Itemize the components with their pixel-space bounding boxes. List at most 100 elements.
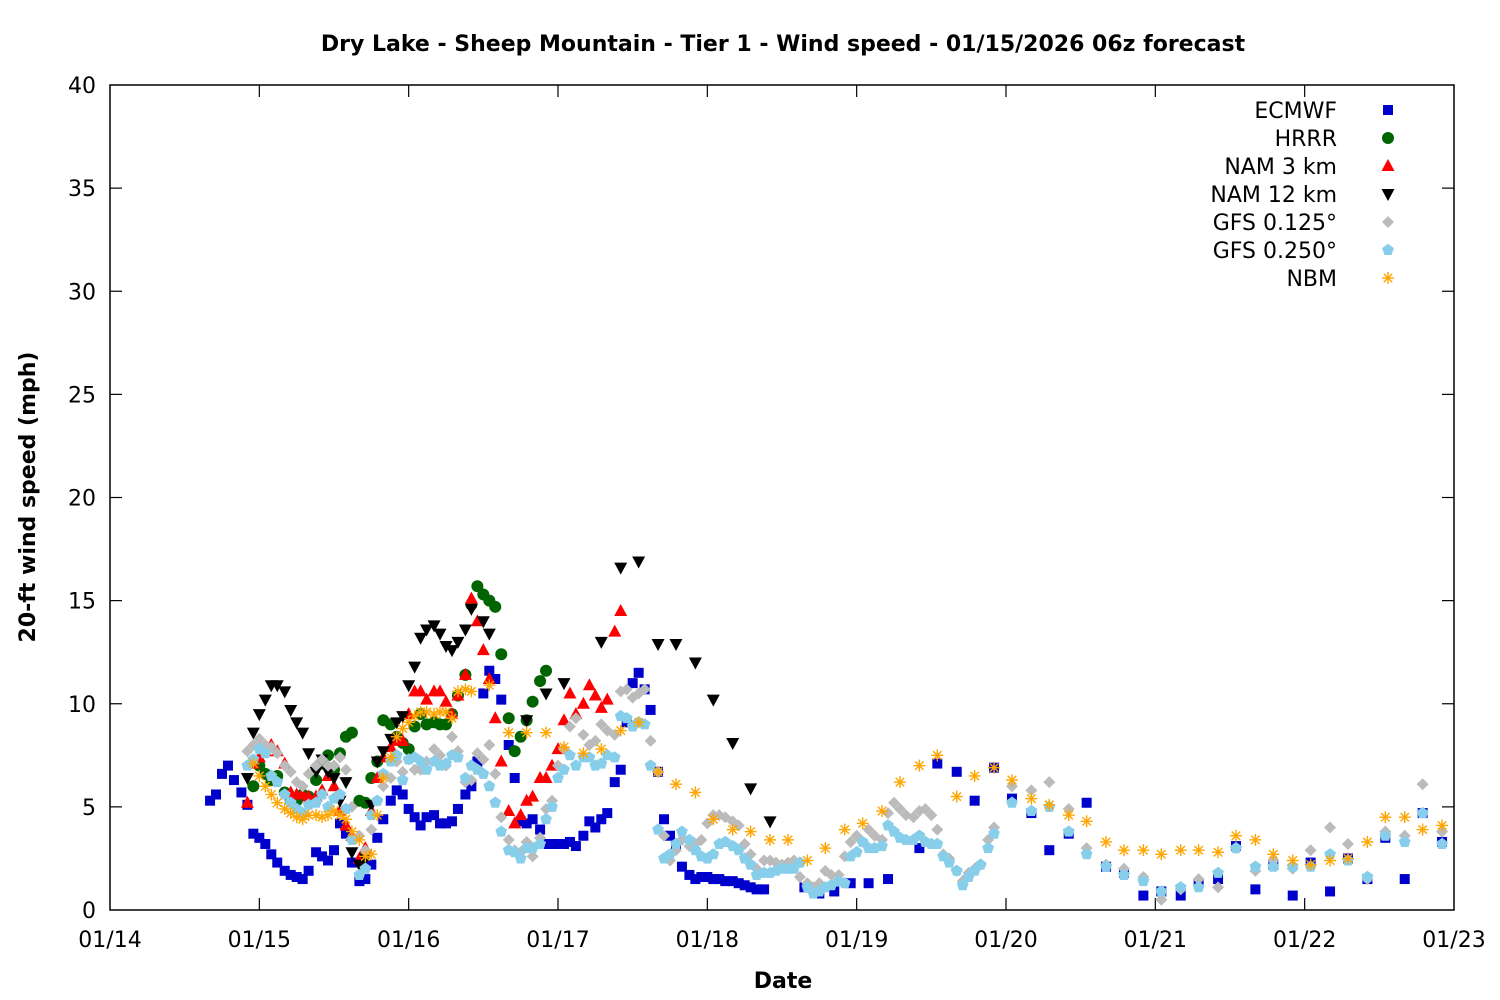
- data-point-ecmwf: [291, 872, 302, 882]
- y-axis-label: 20-ft wind speed (mph): [16, 352, 41, 643]
- data-point-nbm: [1192, 844, 1205, 857]
- x-tick-label: 01/18: [676, 928, 739, 953]
- data-point-nam-12-km: [302, 748, 316, 761]
- data-point-ecmwf: [409, 812, 420, 823]
- data-point-ecmwf: [228, 775, 239, 786]
- data-point-nbm: [856, 817, 869, 830]
- data-point-nbm: [557, 741, 570, 754]
- data-point-ecmwf: [222, 760, 233, 771]
- data-points: [205, 556, 1449, 906]
- data-point-ecmwf: [714, 874, 725, 885]
- data-point-nam-12-km: [345, 847, 359, 860]
- data-point-gfs-0-125: [1043, 776, 1056, 789]
- data-point-nbm: [445, 712, 458, 725]
- series-gfs-0-125: [241, 683, 1449, 906]
- data-point-nam-12-km: [270, 680, 284, 693]
- data-point-hrrr: [408, 720, 421, 733]
- data-point-nam-12-km: [408, 661, 422, 674]
- data-point-hrrr: [310, 774, 323, 787]
- data-point-gfs-0-250: [794, 856, 806, 868]
- y-tick-label: 30: [68, 280, 96, 305]
- data-point-gfs-0-250: [707, 848, 720, 860]
- y-tick-label: 25: [68, 383, 96, 408]
- x-axis-label: Date: [754, 969, 813, 994]
- data-point-nam-3-km: [396, 733, 410, 746]
- data-point-ecmwf: [590, 822, 601, 833]
- data-point-nbm: [1379, 811, 1392, 824]
- data-point-nam-3-km: [464, 591, 478, 604]
- data-point-ecmwf: [633, 667, 644, 678]
- data-point-ecmwf: [615, 764, 626, 775]
- data-point-nbm: [420, 706, 433, 718]
- data-point-ecmwf: [254, 832, 265, 843]
- data-point-nbm: [371, 809, 384, 822]
- data-point-nam-12-km: [464, 603, 478, 616]
- data-point-nam-12-km: [632, 556, 646, 569]
- data-point-nbm: [801, 854, 814, 867]
- data-point-ecmwf: [484, 665, 495, 676]
- x-tick-label: 01/19: [825, 928, 888, 953]
- data-point-nam-3-km: [557, 713, 571, 726]
- data-point-gfs-0-250: [359, 862, 372, 874]
- data-point-ecmwf: [1250, 884, 1261, 895]
- data-point-gfs-0-250: [259, 747, 272, 759]
- data-point-nbm: [428, 708, 441, 721]
- data-point-gfs-0-250: [1100, 860, 1112, 872]
- data-point-ecmwf: [727, 876, 738, 887]
- y-tick-label: 40: [68, 74, 96, 99]
- data-point-ecmwf: [564, 836, 575, 847]
- data-point-nbm: [1249, 833, 1262, 846]
- data-point-nam-12-km: [370, 756, 384, 769]
- y-tick-label: 35: [68, 177, 96, 202]
- legend-item-hrrr: HRRR: [1275, 127, 1394, 152]
- data-point-nam-3-km: [327, 779, 341, 792]
- data-point-gfs-0-250: [278, 788, 291, 800]
- data-point-nbm: [520, 726, 533, 739]
- data-point-nbm: [764, 833, 777, 846]
- data-point-gfs-0-125: [844, 835, 857, 848]
- data-point-nam-12-km: [390, 717, 404, 730]
- data-point-nam-12-km: [414, 632, 428, 645]
- data-point-nbm: [913, 759, 926, 772]
- data-point-nbm: [1025, 792, 1038, 805]
- data-point-nbm: [1436, 819, 1449, 832]
- data-point-gfs-0-125: [919, 802, 932, 815]
- data-point-nam-12-km: [763, 816, 777, 829]
- data-point-ecmwf: [739, 880, 750, 891]
- data-point-nam-3-km: [600, 692, 614, 705]
- data-point-nbm: [577, 747, 590, 760]
- data-point-ecmwf: [372, 832, 383, 843]
- data-point-gfs-0-250: [396, 773, 409, 786]
- data-point-nbm: [819, 842, 832, 855]
- data-point-nbm: [1361, 835, 1374, 848]
- data-point-nbm: [595, 743, 608, 756]
- legend-label: HRRR: [1275, 127, 1337, 152]
- data-point-nam-3-km: [470, 614, 484, 627]
- data-point-gfs-0-125: [489, 767, 502, 780]
- data-point-ecmwf: [385, 795, 396, 806]
- data-point-gfs-0-125: [638, 683, 651, 696]
- data-point-ecmwf: [602, 808, 613, 819]
- data-point-ecmwf: [391, 785, 402, 796]
- data-point-nbm: [1398, 811, 1411, 824]
- series-gfs-0-250: [241, 709, 1448, 899]
- data-point-gfs-0-250: [1398, 835, 1411, 847]
- data-point-ecmwf: [421, 812, 432, 823]
- data-point-ecmwf: [346, 857, 357, 868]
- data-point-gfs-0-125: [483, 739, 496, 751]
- legend-item-nam-12-km: NAM 12 km: [1210, 183, 1395, 208]
- data-point-hrrr: [402, 743, 415, 756]
- data-point-ecmwf: [503, 740, 514, 750]
- data-point-nbm: [988, 761, 1001, 774]
- x-tick-label: 01/22: [1273, 928, 1336, 953]
- data-point-ecmwf: [285, 869, 296, 880]
- legend-item-nbm: NBM: [1286, 267, 1394, 292]
- data-point-nam-12-km: [445, 645, 459, 658]
- data-point-gfs-0-125: [907, 811, 920, 824]
- data-point-nbm: [290, 811, 303, 824]
- data-point-nbm: [483, 679, 496, 692]
- data-point-nbm: [1212, 846, 1225, 859]
- data-point-nbm: [968, 769, 981, 782]
- data-point-gfs-0-125: [732, 819, 745, 832]
- data-point-nam-3-km: [414, 684, 428, 697]
